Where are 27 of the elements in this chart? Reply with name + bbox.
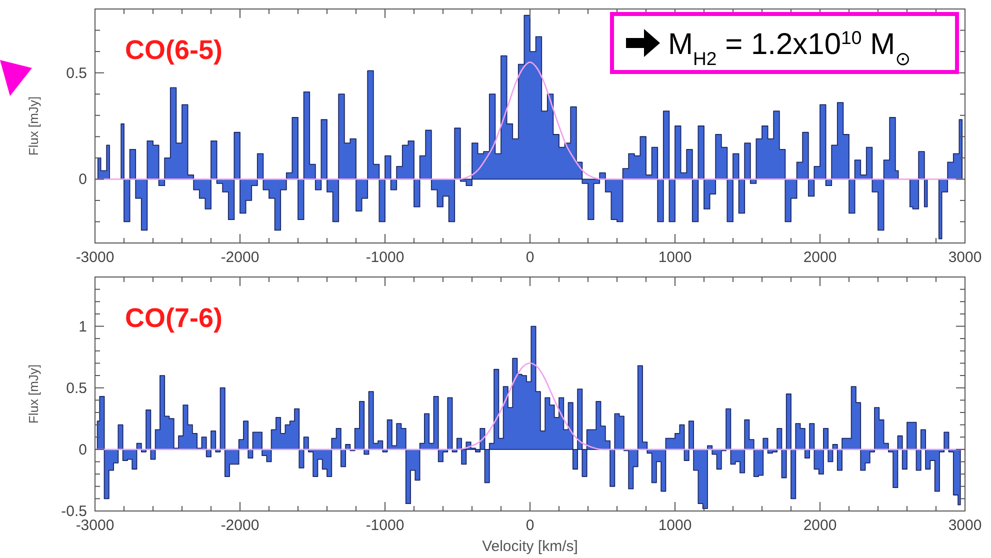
text: CO(7-6) bbox=[125, 303, 223, 333]
x-axis-title: Velocity [km/s] bbox=[482, 538, 578, 555]
x-tick-label: -3000 bbox=[76, 249, 114, 266]
y-tick-label: 0.5 bbox=[66, 380, 87, 397]
x-tick-label: -1000 bbox=[366, 517, 404, 534]
x-tick-label: 1000 bbox=[658, 249, 692, 266]
x-tick-label: 0 bbox=[526, 517, 534, 534]
x-tick-label: 1000 bbox=[658, 517, 692, 534]
x-tick-label: 2000 bbox=[803, 249, 837, 266]
y-tick-label: 1 bbox=[78, 318, 87, 336]
x-tick-label: 2000 bbox=[803, 517, 837, 534]
x-tick-label: 3000 bbox=[948, 249, 982, 266]
y-axis-title: Flux [mJy] bbox=[26, 96, 41, 156]
y-tick-label: -0.5 bbox=[61, 503, 87, 520]
x-tick-label: -2000 bbox=[220, 517, 260, 534]
y-tick-label: 0 bbox=[78, 171, 87, 188]
y-tick-label: 0.5 bbox=[66, 64, 87, 82]
x-tick-label: 0 bbox=[526, 249, 534, 266]
y-tick-label: 0 bbox=[78, 441, 87, 458]
x-tick-label: -3000 bbox=[76, 517, 114, 534]
line-series bbox=[95, 362, 965, 450]
text: CO(6-5) bbox=[125, 35, 223, 65]
x-tick-label: -1000 bbox=[366, 249, 404, 266]
x-tick-label: 3000 bbox=[948, 517, 982, 534]
x-tick-label: -2000 bbox=[220, 249, 260, 266]
annotation: M$_{H2}$ = 1.2x10$^{10}$ M$_{⊙}$ bbox=[668, 26, 911, 68]
y-axis-title: Flux [mJy] bbox=[26, 364, 41, 424]
